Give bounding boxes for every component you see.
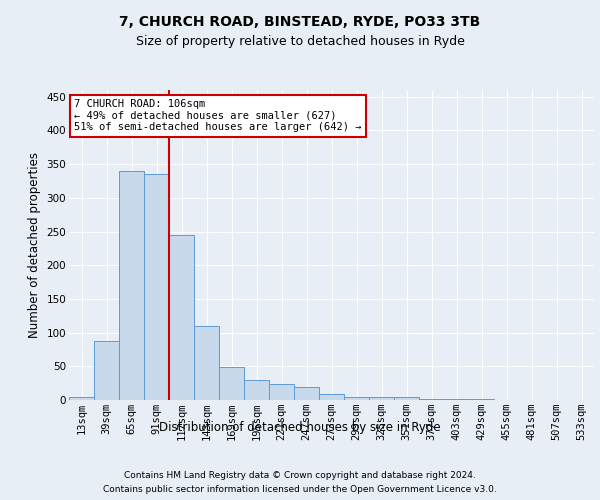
Bar [94,340,119,400]
Bar [319,394,344,400]
Bar [344,396,369,400]
Bar [119,171,144,400]
Text: Contains public sector information licensed under the Open Government Licence v3: Contains public sector information licen… [103,484,497,494]
Bar [69,396,94,400]
Y-axis label: Number of detached properties: Number of detached properties [28,152,41,338]
Bar [269,384,294,400]
Text: 7 CHURCH ROAD: 106sqm
← 49% of detached houses are smaller (627)
51% of semi-det: 7 CHURCH ROAD: 106sqm ← 49% of detached … [74,100,362,132]
Text: Distribution of detached houses by size in Ryde: Distribution of detached houses by size … [159,421,441,434]
Bar [419,398,444,400]
Text: Size of property relative to detached houses in Ryde: Size of property relative to detached ho… [136,34,464,48]
Bar [194,326,219,400]
Text: Contains HM Land Registry data © Crown copyright and database right 2024.: Contains HM Land Registry data © Crown c… [124,472,476,480]
Bar [394,398,419,400]
Bar [169,235,194,400]
Bar [294,387,319,400]
Bar [244,380,269,400]
Bar [369,398,394,400]
Bar [219,367,244,400]
Text: 7, CHURCH ROAD, BINSTEAD, RYDE, PO33 3TB: 7, CHURCH ROAD, BINSTEAD, RYDE, PO33 3TB [119,16,481,30]
Bar [144,174,169,400]
